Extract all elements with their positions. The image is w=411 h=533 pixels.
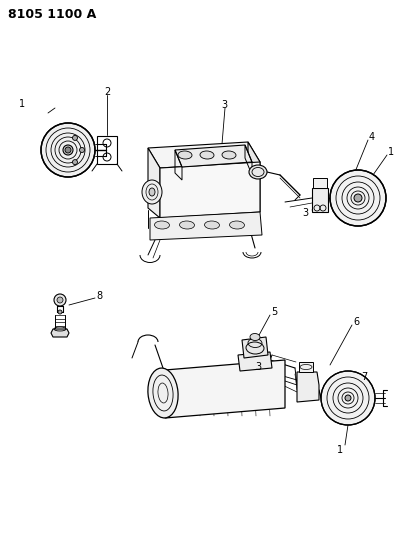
- Text: 5: 5: [271, 307, 277, 317]
- Polygon shape: [51, 329, 69, 337]
- Ellipse shape: [180, 221, 194, 229]
- Ellipse shape: [178, 151, 192, 159]
- Polygon shape: [312, 188, 328, 212]
- Ellipse shape: [250, 334, 260, 341]
- Polygon shape: [148, 148, 160, 218]
- Ellipse shape: [200, 151, 214, 159]
- Text: 1: 1: [388, 147, 394, 157]
- Circle shape: [72, 159, 78, 165]
- Polygon shape: [242, 337, 268, 358]
- Circle shape: [354, 194, 362, 202]
- Text: 1: 1: [337, 445, 343, 455]
- Text: 8: 8: [96, 291, 102, 301]
- Text: 3: 3: [221, 100, 227, 110]
- Circle shape: [58, 310, 62, 314]
- Circle shape: [65, 147, 71, 153]
- Ellipse shape: [222, 151, 236, 159]
- Ellipse shape: [142, 180, 162, 204]
- Circle shape: [41, 123, 95, 177]
- Polygon shape: [175, 145, 252, 167]
- Circle shape: [321, 371, 375, 425]
- Ellipse shape: [149, 188, 155, 196]
- Ellipse shape: [155, 221, 169, 229]
- Polygon shape: [297, 372, 319, 402]
- Circle shape: [72, 135, 78, 140]
- Circle shape: [63, 145, 73, 155]
- Polygon shape: [313, 178, 327, 188]
- Text: 8105 1100 A: 8105 1100 A: [8, 8, 96, 21]
- Polygon shape: [160, 162, 260, 218]
- Circle shape: [345, 395, 351, 401]
- Text: 2: 2: [104, 87, 110, 97]
- Text: 3: 3: [302, 208, 308, 218]
- Ellipse shape: [249, 165, 267, 179]
- Ellipse shape: [148, 368, 178, 418]
- Ellipse shape: [229, 221, 245, 229]
- Polygon shape: [148, 142, 260, 168]
- Circle shape: [330, 170, 386, 226]
- Circle shape: [54, 294, 66, 306]
- Text: 4: 4: [369, 132, 375, 142]
- Text: 3: 3: [255, 362, 261, 372]
- Polygon shape: [238, 352, 272, 371]
- Text: 6: 6: [353, 317, 359, 327]
- Text: 7: 7: [361, 372, 367, 382]
- Circle shape: [79, 148, 85, 152]
- Polygon shape: [299, 362, 313, 372]
- Circle shape: [57, 297, 63, 303]
- Polygon shape: [248, 142, 260, 212]
- Polygon shape: [165, 360, 285, 418]
- Polygon shape: [150, 212, 262, 240]
- Text: 1: 1: [19, 99, 25, 109]
- Ellipse shape: [205, 221, 219, 229]
